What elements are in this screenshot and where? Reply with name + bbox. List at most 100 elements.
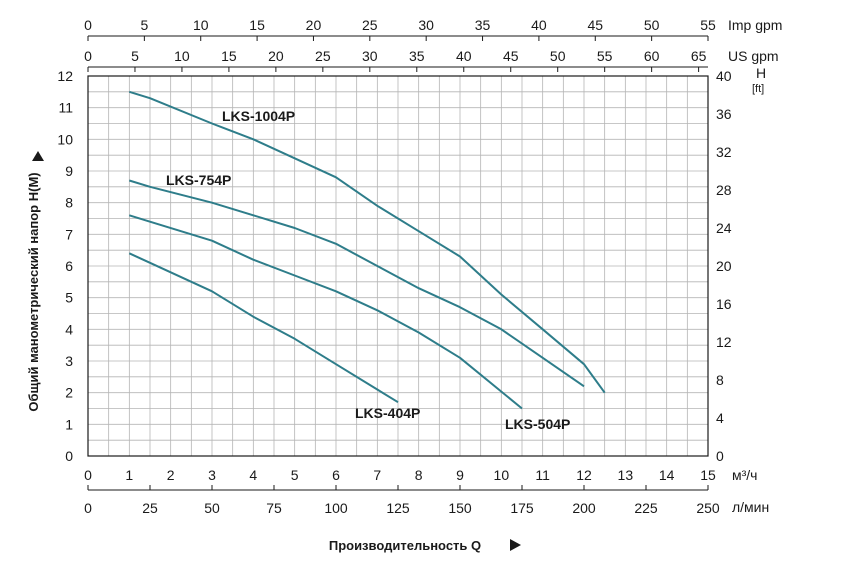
us-gpm-tick-label: 50 xyxy=(550,48,566,64)
lmin-tick-label: 150 xyxy=(448,500,472,516)
unit-imp-gpm: Imp gpm xyxy=(728,17,782,33)
lmin-tick-label: 100 xyxy=(324,500,348,516)
y-m-tick-label: 6 xyxy=(65,258,73,274)
imp-gpm-tick-label: 35 xyxy=(475,17,491,33)
y-ft-tick-label: 0 xyxy=(716,448,724,464)
m3h-tick-label: 2 xyxy=(167,467,175,483)
y-ft-tick-label: 36 xyxy=(716,106,732,122)
us-gpm-tick-label: 60 xyxy=(644,48,660,64)
y-m-tick-label: 5 xyxy=(65,290,73,306)
axes: 0 5 10 15 20 25 30 35 40 45 50 550 5 10 15 20 25 30 35 40 45… xyxy=(57,17,731,516)
imp-gpm-tick-label: 20 xyxy=(306,17,322,33)
unit-h: H xyxy=(756,65,766,81)
y-m-tick-label: 2 xyxy=(65,385,73,401)
m3h-tick-label: 1 xyxy=(125,467,133,483)
m3h-tick-label: 12 xyxy=(576,467,592,483)
y-ft-tick-label: 12 xyxy=(716,334,732,350)
us-gpm-tick-label: 45 xyxy=(503,48,519,64)
m3h-tick-label: 13 xyxy=(618,467,634,483)
y-axis-title: Общий манометрический напор H(M) xyxy=(26,172,41,411)
plot-border xyxy=(87,75,709,457)
plot-frame xyxy=(87,75,709,457)
y-ft-tick-label: 16 xyxy=(716,296,732,312)
y-ft-tick-label: 24 xyxy=(716,220,732,236)
y-m-tick-label: 7 xyxy=(65,226,73,242)
m3h-tick-label: 6 xyxy=(332,467,340,483)
lmin-tick-label: 175 xyxy=(510,500,534,516)
us-gpm-tick-label: 30 xyxy=(362,48,378,64)
m3h-tick-label: 8 xyxy=(415,467,423,483)
m3h-tick-label: 4 xyxy=(249,467,257,483)
imp-gpm-tick-label: 45 xyxy=(587,17,603,33)
grid xyxy=(88,76,708,456)
y-ft-tick-label: 28 xyxy=(716,182,732,198)
imp-gpm-tick-label: 5 xyxy=(140,17,148,33)
x-axis-title: Производительность Q xyxy=(329,538,481,553)
us-gpm-tick-label: 40 xyxy=(456,48,472,64)
us-gpm-tick-label: 0 xyxy=(84,48,92,64)
lmin-tick-label: 200 xyxy=(572,500,596,516)
y-m-tick-label: 4 xyxy=(65,321,73,337)
us-gpm-tick-label: 35 xyxy=(409,48,425,64)
y-m-tick-label: 10 xyxy=(57,131,73,147)
m3h-tick-label: 5 xyxy=(291,467,299,483)
y-m-tick-label: 12 xyxy=(57,68,73,84)
lmin-tick-label: 250 xyxy=(696,500,720,516)
us-gpm-tick-label: 5 xyxy=(131,48,139,64)
series-line-0 xyxy=(129,90,606,394)
y-ft-tick-label: 32 xyxy=(716,144,732,160)
m3h-tick-label: 10 xyxy=(494,467,510,483)
series-label-lks-404p: LKS-404P xyxy=(355,405,420,421)
series-label-lks-754p: LKS-754P xyxy=(166,172,231,188)
imp-gpm-tick-label: 15 xyxy=(249,17,265,33)
y-ft-tick-label: 20 xyxy=(716,258,732,274)
series-label-lks-504p: LKS-504P xyxy=(505,416,570,432)
m3h-tick-label: 0 xyxy=(84,467,92,483)
imp-gpm-tick-label: 25 xyxy=(362,17,378,33)
us-gpm-tick-label: 20 xyxy=(268,48,284,64)
imp-gpm-tick-label: 55 xyxy=(700,17,716,33)
imp-gpm-tick-label: 50 xyxy=(644,17,660,33)
y-m-tick-label: 9 xyxy=(65,163,73,179)
us-gpm-tick-label: 15 xyxy=(221,48,237,64)
x-axis-arrow-icon xyxy=(510,539,521,551)
y-m-tick-label: 3 xyxy=(65,353,73,369)
m3h-tick-label: 14 xyxy=(659,467,675,483)
y-m-tick-label: 8 xyxy=(65,195,73,211)
series-lines xyxy=(128,90,606,410)
series-line-1 xyxy=(129,179,585,388)
imp-gpm-tick-label: 40 xyxy=(531,17,547,33)
y-ft-tick-label: 4 xyxy=(716,410,724,426)
unit-us-gpm: US gpm xyxy=(728,48,779,64)
us-gpm-tick-label: 55 xyxy=(597,48,613,64)
y-ft-tick-label: 8 xyxy=(716,372,724,388)
lmin-tick-label: 225 xyxy=(634,500,658,516)
lmin-tick-label: 0 xyxy=(84,500,92,516)
lmin-tick-label: 25 xyxy=(142,500,158,516)
m3h-tick-label: 3 xyxy=(208,467,216,483)
imp-gpm-tick-label: 10 xyxy=(193,17,209,33)
y-m-tick-label: 1 xyxy=(65,416,73,432)
series-label-lks-1004p: LKS-1004P xyxy=(222,108,295,124)
m3h-tick-label: 15 xyxy=(700,467,716,483)
m3h-tick-label: 7 xyxy=(373,467,381,483)
imp-gpm-tick-label: 0 xyxy=(84,17,92,33)
series-line-3 xyxy=(128,252,399,404)
unit-ft: [ft] xyxy=(752,83,764,95)
y-m-tick-label: 0 xyxy=(65,448,73,464)
series-line-2 xyxy=(129,214,523,410)
m3h-tick-label: 11 xyxy=(535,467,550,483)
imp-gpm-tick-label: 30 xyxy=(418,17,434,33)
unit-m3h: м³/ч xyxy=(732,467,757,483)
y-axis-arrow-icon xyxy=(32,151,44,161)
y-ft-tick-label: 40 xyxy=(716,68,732,84)
y-axis-title-group: Общий манометрический напор H(M) xyxy=(26,172,41,411)
lmin-tick-label: 50 xyxy=(204,500,220,516)
y-m-tick-label: 11 xyxy=(58,100,73,116)
us-gpm-tick-label: 25 xyxy=(315,48,331,64)
unit-lmin: л/мин xyxy=(732,499,769,515)
m3h-tick-label: 9 xyxy=(456,467,464,483)
lmin-tick-label: 75 xyxy=(266,500,282,516)
lmin-tick-label: 125 xyxy=(386,500,410,516)
